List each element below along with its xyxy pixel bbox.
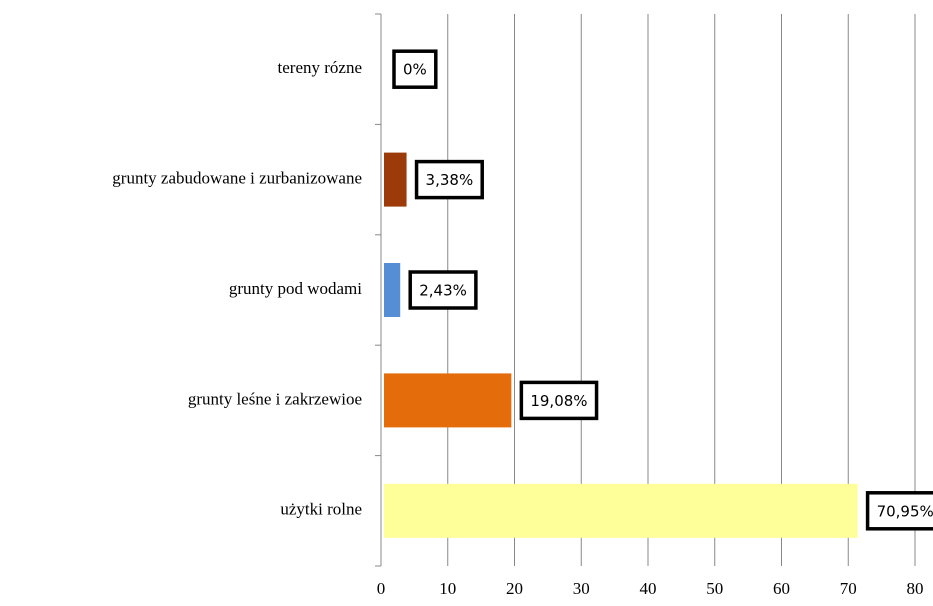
value-label-box — [414, 159, 484, 200]
y-tick-label: grunty leśne i zakrzewioe — [188, 389, 362, 408]
value-label-box — [392, 49, 438, 89]
x-tick-label: 70 — [840, 579, 857, 598]
x-tick-label: 10 — [439, 579, 456, 598]
bar — [384, 263, 401, 317]
x-tick-label: 30 — [573, 579, 590, 598]
y-tick-label: użytki rolne — [280, 500, 362, 519]
bar — [384, 152, 407, 207]
bar — [384, 483, 858, 538]
y-tick-label: tereny rózne — [278, 58, 362, 77]
y-tick-label: grunty pod wodami — [229, 279, 362, 298]
value-label-box — [408, 270, 478, 310]
x-tick-label: 50 — [706, 579, 723, 598]
bar — [384, 373, 512, 428]
value-label-box — [865, 491, 933, 531]
value-label: 70,95% — [877, 502, 933, 520]
value-label: 0% — [403, 61, 427, 79]
value-label: 2,43% — [419, 282, 467, 300]
x-tick-label: 20 — [506, 579, 523, 598]
x-tick-label: 0 — [377, 579, 386, 598]
value-label: 19,08% — [530, 392, 587, 410]
value-label-box — [519, 380, 599, 421]
x-tick-label: 60 — [773, 579, 790, 598]
y-tick-label: grunty zabudowane i zurbanizowane — [112, 169, 362, 188]
x-tick-label: 40 — [640, 579, 657, 598]
value-label: 3,38% — [426, 171, 474, 189]
x-tick-label: 80 — [907, 579, 924, 598]
